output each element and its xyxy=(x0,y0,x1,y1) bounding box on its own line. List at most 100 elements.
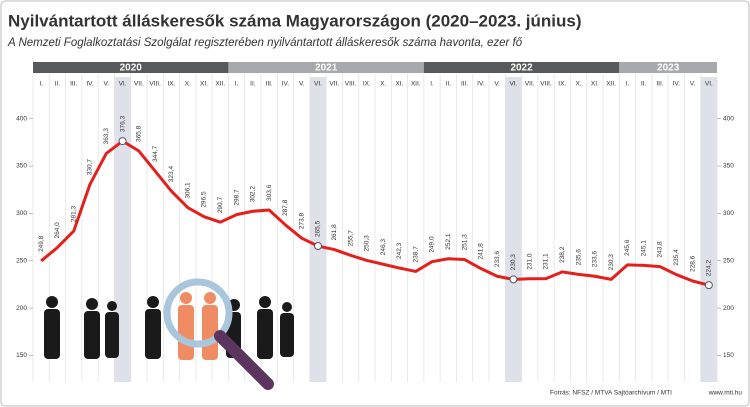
x-tick-label: IV. xyxy=(673,81,681,88)
y-tick-label: 150 xyxy=(16,352,27,359)
value-label: 290,7 xyxy=(217,197,224,214)
x-tick-label: VII. xyxy=(329,81,339,88)
x-tick-label: VI. xyxy=(705,81,713,88)
value-label: 287,8 xyxy=(282,199,289,216)
x-tick-label: IV. xyxy=(477,81,485,88)
x-tick-label: IV. xyxy=(86,81,94,88)
value-label: 249,8 xyxy=(38,235,45,252)
x-tick-label: II. xyxy=(250,81,256,88)
value-label: 363,3 xyxy=(103,128,110,145)
value-label: 243,8 xyxy=(657,241,664,258)
x-tick-label: V. xyxy=(494,81,500,88)
value-label: 302,2 xyxy=(250,186,257,203)
value-label: 249,0 xyxy=(429,236,436,253)
x-tick-label: XII. xyxy=(606,81,616,88)
x-tick-label: VII. xyxy=(134,81,144,88)
x-tick-label: VIII. xyxy=(345,81,357,88)
y-tick-label: 200 xyxy=(723,305,734,312)
value-label: 242,3 xyxy=(396,242,403,259)
point-marker xyxy=(314,242,322,251)
x-tick-label: VII. xyxy=(525,81,535,88)
value-label: 250,3 xyxy=(364,235,371,252)
value-label: 231,0 xyxy=(526,253,533,270)
value-label: 233,6 xyxy=(592,251,599,268)
x-tick-label: XI. xyxy=(591,81,599,88)
x-tick-label: VI. xyxy=(119,81,127,88)
chart-title: Nyilvántartott álláskeresők száma Magyar… xyxy=(8,11,582,30)
value-label: 230,3 xyxy=(510,254,517,271)
website: www.mti.hu xyxy=(708,390,743,397)
data-line xyxy=(40,139,710,287)
value-label: 231,1 xyxy=(543,253,550,270)
x-tick-label: II. xyxy=(55,81,61,88)
highlight-column xyxy=(505,77,522,382)
year-label: 2023 xyxy=(657,63,680,74)
y-tick-label: 300 xyxy=(723,210,734,217)
y-tick-label: 350 xyxy=(16,163,27,170)
value-label: 230,3 xyxy=(608,254,615,271)
value-label: 344,7 xyxy=(152,145,159,162)
x-tick-label: IX. xyxy=(167,81,175,88)
x-tick-label: III. xyxy=(70,81,77,88)
value-label: 365,8 xyxy=(136,125,143,142)
point-marker xyxy=(509,275,518,284)
y-tick-label: 400 xyxy=(723,115,734,122)
x-tick-label: I. xyxy=(626,81,630,88)
value-label: 376,3 xyxy=(119,115,126,132)
x-tick-label: VI. xyxy=(509,81,517,88)
x-tick-label: II. xyxy=(446,81,452,88)
x-tick-label: VIII. xyxy=(540,81,552,88)
x-tick-label: I. xyxy=(235,81,239,88)
y-tick-label: 250 xyxy=(16,257,27,264)
value-label: 246,3 xyxy=(380,239,387,256)
value-label: 228,6 xyxy=(689,255,696,272)
x-tick-label: X. xyxy=(185,81,191,88)
highlight-column xyxy=(309,77,327,382)
y-tick-label: 350 xyxy=(723,163,734,170)
year-bar xyxy=(33,62,229,73)
y-tick-label: 250 xyxy=(723,257,734,264)
x-tick-label: VI. xyxy=(314,81,322,88)
x-tick-label: XI. xyxy=(395,81,403,88)
x-tick-label: IV. xyxy=(282,81,290,88)
x-tick-label: I. xyxy=(430,81,434,88)
x-tick-label: VIII. xyxy=(149,81,161,88)
x-tick-label: V. xyxy=(690,81,696,88)
x-tick-label: V. xyxy=(299,81,305,88)
x-tick-label: III. xyxy=(461,81,468,88)
y-tick-label: 400 xyxy=(16,115,27,122)
value-label: 296,5 xyxy=(201,191,208,208)
value-label: 252,1 xyxy=(445,233,452,250)
point-marker xyxy=(704,281,713,290)
highlight-column xyxy=(114,77,131,382)
value-label: 281,3 xyxy=(70,205,77,222)
value-label: 224,2 xyxy=(706,260,713,277)
x-tick-label: V. xyxy=(104,81,110,88)
x-tick-label: XI. xyxy=(200,81,208,88)
year-label: 2021 xyxy=(315,63,338,74)
x-tick-label: I. xyxy=(39,81,43,88)
value-label: 241,8 xyxy=(478,243,485,260)
chart-subtitle: A Nemzeti Foglalkoztatási Szolgálat regi… xyxy=(7,37,523,49)
year-bar xyxy=(423,62,620,73)
highlight-column xyxy=(700,77,717,382)
value-label: 233,6 xyxy=(494,251,501,268)
y-tick-label: 200 xyxy=(16,305,27,312)
x-tick-label: X. xyxy=(380,81,386,88)
value-label: 235,6 xyxy=(575,249,582,266)
value-label: 251,3 xyxy=(461,234,468,251)
x-tick-label: II. xyxy=(641,81,647,88)
value-label: 261,8 xyxy=(331,224,338,241)
illustration xyxy=(44,278,294,390)
year-label: 2020 xyxy=(120,63,143,74)
value-label: 255,7 xyxy=(347,230,354,247)
value-label: 273,8 xyxy=(298,213,305,230)
value-label: 235,4 xyxy=(673,249,680,266)
value-label: 303,6 xyxy=(266,184,273,201)
value-label: 245,1 xyxy=(640,240,647,257)
plot: 2020 2021 2022 2023 I. II. III. IV. V. VI. VII. VII… xyxy=(16,62,734,382)
x-tick-label: XII. xyxy=(215,81,225,88)
value-label: 245,6 xyxy=(624,239,631,256)
source: Forrás: NFSZ / MTVA Sajtóarchívum / MTI xyxy=(550,390,672,397)
